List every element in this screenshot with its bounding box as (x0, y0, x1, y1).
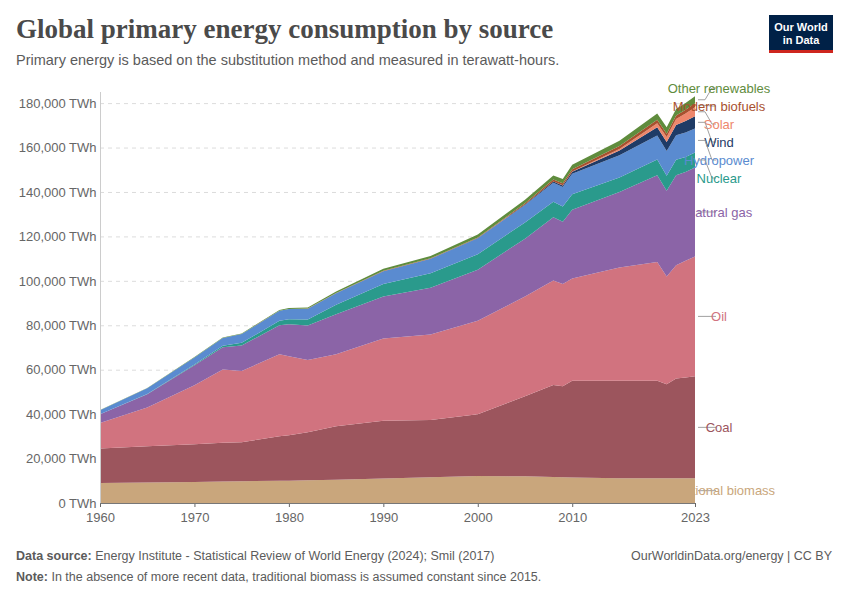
svg-text:80,000 TWh: 80,000 TWh (26, 318, 97, 333)
svg-text:0 TWh: 0 TWh (58, 496, 96, 511)
svg-text:Natural gas: Natural gas (686, 205, 753, 220)
svg-text:160,000 TWh: 160,000 TWh (19, 140, 97, 155)
svg-text:140,000 TWh: 140,000 TWh (19, 185, 97, 200)
svg-text:Solar: Solar (704, 117, 735, 132)
svg-text:Other renewables: Other renewables (668, 81, 771, 96)
svg-text:Coal: Coal (706, 420, 733, 435)
html-text:Our World: Our World (774, 21, 828, 33)
html-text:Data source: Energy Institute: Data source: Energy Institute - Statisti… (16, 549, 495, 563)
svg-text:2023: 2023 (681, 510, 710, 525)
html-text:Global primary energy consumpt: Global primary energy consumption by sou… (16, 14, 554, 44)
svg-text:40,000 TWh: 40,000 TWh (26, 407, 97, 422)
svg-text:Traditional biomass: Traditional biomass (663, 483, 776, 498)
svg-text:1980: 1980 (275, 510, 304, 525)
svg-text:Modern biofuels: Modern biofuels (673, 99, 766, 114)
svg-text:1970: 1970 (180, 510, 209, 525)
svg-text:Hydropower: Hydropower (684, 153, 755, 168)
svg-text:100,000 TWh: 100,000 TWh (19, 273, 97, 288)
svg-text:Wind: Wind (704, 135, 734, 150)
svg-text:1960: 1960 (86, 510, 115, 525)
svg-text:120,000 TWh: 120,000 TWh (19, 229, 97, 244)
svg-text:1990: 1990 (369, 510, 398, 525)
html-text:OurWorldinData.org/energy | CC: OurWorldinData.org/energy | CC BY (631, 549, 832, 563)
svg-text:180,000 TWh: 180,000 TWh (19, 96, 97, 111)
html-text:Primary energy is based on the: Primary energy is based on the substitut… (16, 52, 560, 68)
svg-text:60,000 TWh: 60,000 TWh (26, 362, 97, 377)
svg-text:Nuclear: Nuclear (697, 171, 742, 186)
svg-text:20,000 TWh: 20,000 TWh (26, 451, 97, 466)
svg-text:Oil: Oil (711, 309, 727, 324)
svg-text:2010: 2010 (558, 510, 587, 525)
svg-text:2000: 2000 (464, 510, 493, 525)
html-text:in Data: in Data (782, 34, 820, 46)
html-text:Note: In the absence of more r: Note: In the absence of more recent data… (16, 570, 542, 584)
